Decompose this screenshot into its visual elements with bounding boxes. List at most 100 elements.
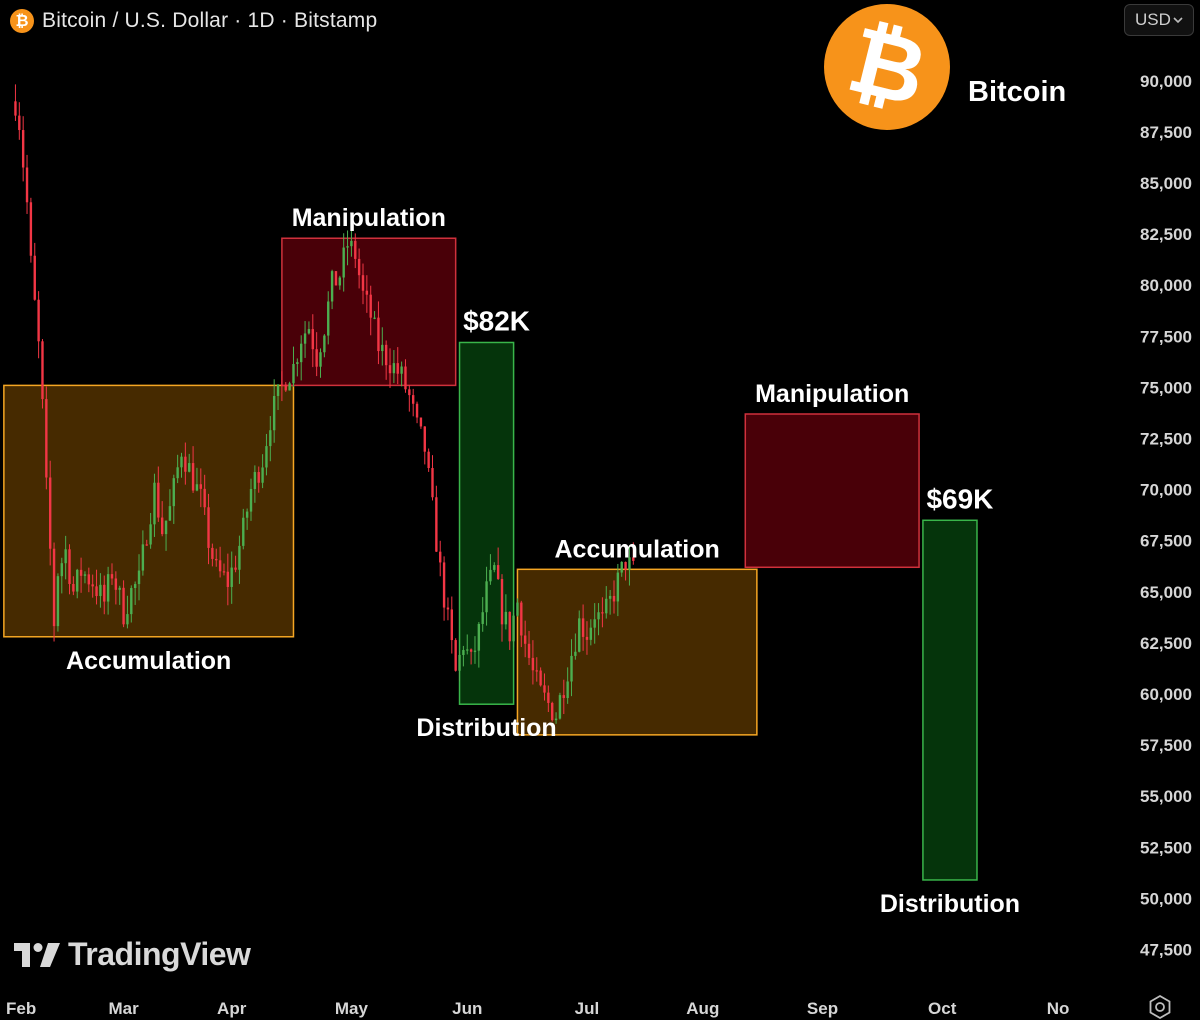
settings-icon[interactable] [1147,994,1173,1020]
candle-body [230,567,233,587]
candle-body [384,344,388,366]
candle-body [408,389,411,396]
candle-body [284,384,287,391]
candle-body [477,623,481,651]
candle-body [454,640,457,671]
candle-body [566,681,569,699]
candle-body [21,130,25,168]
candle-body [400,366,403,374]
candle-body [431,468,434,498]
candle-body [504,611,508,625]
candle-body [485,581,488,613]
candle-body [628,557,631,570]
time-tick-label: Apr [217,999,247,1018]
currency-select[interactable]: USD [1124,4,1194,36]
candle-body [616,572,620,602]
candle-body [446,607,450,610]
price-tick-label: 55,000 [1140,787,1192,806]
candle-body [303,333,307,344]
candle-body [87,574,91,585]
candle-body [435,497,438,552]
price-label-2: $82K [463,305,530,336]
price-tick-label: 52,500 [1140,838,1192,857]
candle-body [516,602,519,616]
brand-label: Bitcoin [968,76,1067,108]
candle-body [423,426,426,452]
candle-body [311,329,314,350]
candle-body [574,651,577,656]
candle-body [234,567,237,570]
time-tick-label: Oct [928,999,957,1018]
candle-body [512,615,515,642]
candle-body [392,363,396,374]
tradingview-logo-icon [14,942,60,967]
candle-body [300,343,303,363]
candle-body [83,574,87,576]
candle-body [79,569,83,576]
candle-body [442,562,446,608]
candle-body [114,578,118,590]
candle-body [145,544,148,546]
candle-body [411,395,415,404]
candle-body [41,341,44,400]
candle-body [458,654,461,671]
candle-body [14,101,17,116]
candle-body [327,301,330,336]
distribution-zone-2 [458,341,515,705]
candle-body [153,482,156,525]
candles-layer [14,84,635,724]
candle-body [118,587,121,590]
candle-body [562,695,565,699]
candle-body [319,352,322,367]
candle-body [605,598,608,614]
candle-body [103,584,106,602]
symbol-header[interactable]: ₿ Bitcoin / U.S. Dollar · 1D · Bitstamp [10,7,377,35]
candle-body [354,240,357,259]
candle-body [249,488,253,512]
candle-body [276,384,280,396]
candle-body [496,565,500,579]
candle-body [570,655,573,682]
price-tick-label: 90,000 [1140,72,1192,91]
candle-body [199,484,202,489]
candle-body [269,430,272,447]
price-tick-label: 50,000 [1140,889,1192,908]
symbol-title: Bitcoin / U.S. Dollar · 1D · Bitstamp [42,9,378,32]
candle-body [554,718,558,721]
candle-body [33,255,36,300]
price-axis[interactable]: 47,500 50,000 52,500 55,000 57,500 60,000 62,5… [1140,72,1192,960]
time-axis[interactable]: Feb Mar Apr May Jun Jul Aug Sep Oct No [6,999,1069,1018]
candle-body [547,692,550,703]
candle-body [191,463,195,491]
accumulation-zone-3 [516,568,758,736]
candle-body [369,294,372,318]
price-tick-label: 70,000 [1140,481,1192,500]
candle-body [238,545,241,570]
candle-body [396,363,399,374]
candle-body [226,571,230,587]
accumulation-zone-0 [3,384,295,638]
time-tick-label: Jul [575,999,600,1018]
candle-body [531,657,535,671]
candle-body [25,167,29,203]
candle-body [203,488,206,508]
candle-body [137,570,141,585]
candle-body [288,383,291,391]
candle-body [527,643,531,658]
candle-body [180,456,183,468]
distribution-zone-5 [922,519,978,881]
candle-body [365,290,369,295]
candle-body [106,574,110,602]
candle-body [29,202,33,256]
candle-body [242,517,245,546]
candle-body [261,467,264,483]
price-tick-label: 72,500 [1140,430,1192,449]
manipulation-zone-4 [744,413,920,569]
bitcoin-logo-icon: ₿ [824,4,950,130]
candle-body [597,612,600,620]
price-tick-label: 65,000 [1140,583,1192,602]
time-tick-label: Sep [807,999,838,1018]
zone-label-3: Accumulation [555,535,720,563]
candle-body [99,584,102,597]
